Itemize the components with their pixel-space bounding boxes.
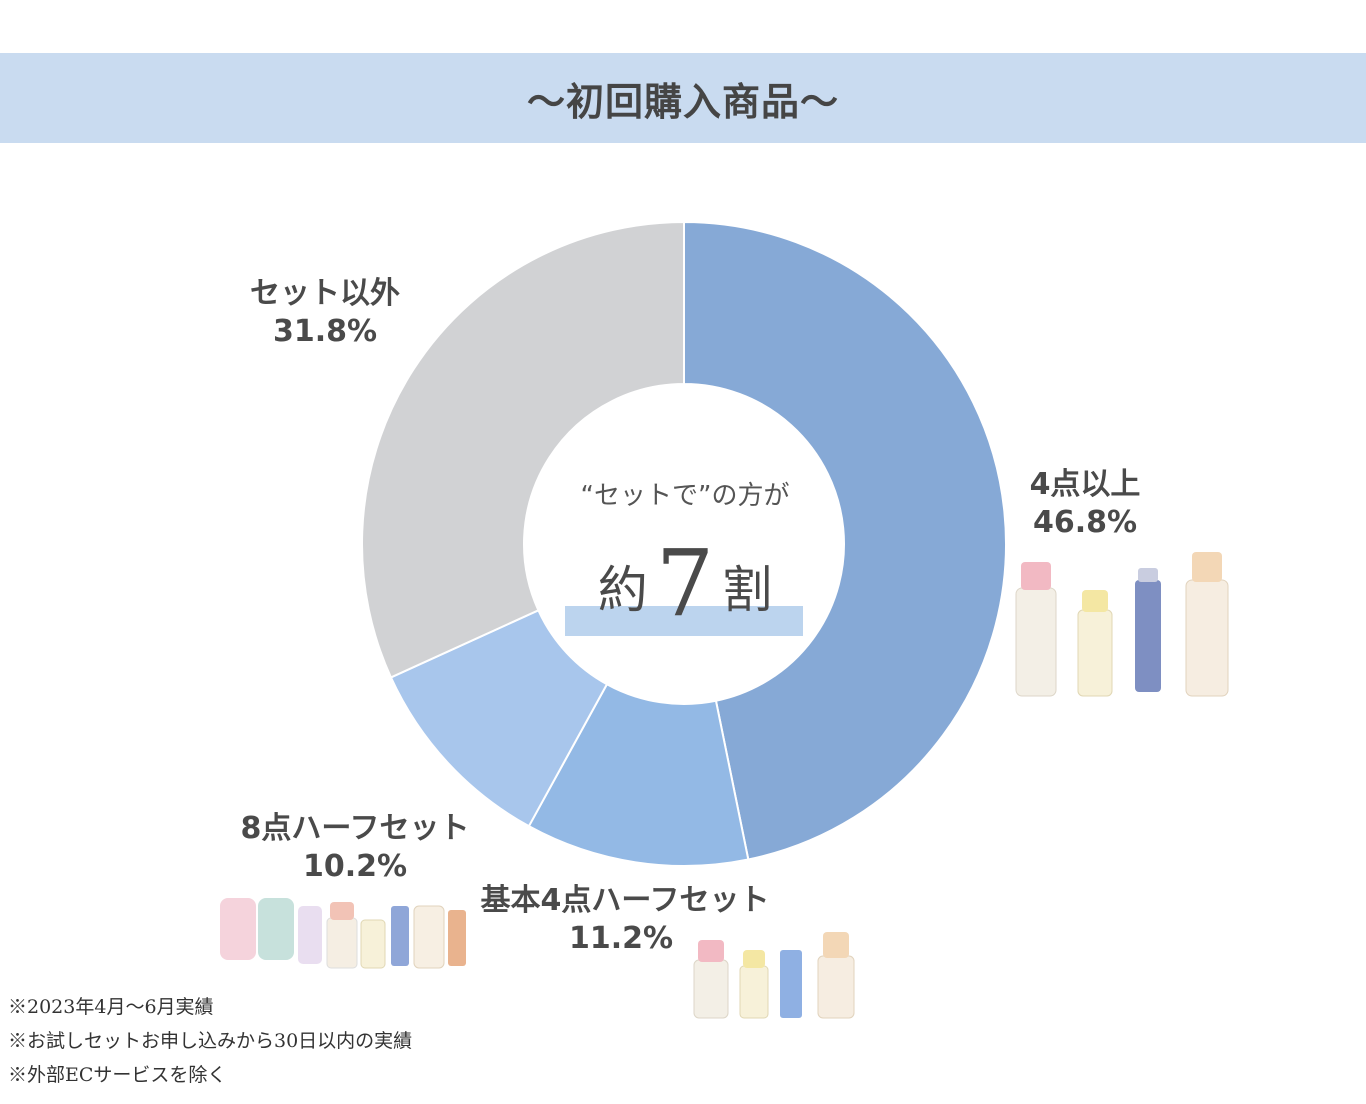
slice-value-other: 31.8% — [272, 313, 378, 349]
footnotes: ※2023年4月～6月実績 ※お試しセットお申し込みから30日以内の実績 ※外部… — [8, 990, 412, 1092]
slice-name-4pt: 4点以上 — [1029, 467, 1141, 502]
slice-basic-4pt-half — [527, 682, 750, 867]
slice-name-basic-4pt-half: 基本4点ハーフセット — [480, 883, 770, 918]
slice-value-8pt-half: 10.2% — [302, 848, 408, 884]
center-prefix: 約 — [597, 561, 648, 619]
center-highlight: 約 7 割 — [525, 530, 845, 637]
product-image-4pt — [1015, 552, 1229, 697]
center-suffix: 割 — [722, 561, 773, 619]
center-number: 7 — [655, 530, 715, 637]
footnote: ※2023年4月～6月実績 — [8, 996, 214, 1018]
slice-name-other: セット以外 — [250, 276, 400, 311]
slice-label-other: セット以外 31.8% — [225, 275, 425, 350]
slice-label-basic-4pt-half: 基本4点ハーフセット 11.2% — [470, 882, 780, 957]
highlight-bar — [565, 606, 803, 636]
page-title: ～初回購入商品～ — [526, 78, 839, 124]
slice-label-8pt-half: 8点ハーフセット 10.2% — [225, 810, 485, 885]
footnote: ※お試しセットお申し込みから30日以内の実績 — [8, 1030, 413, 1052]
slice-name-8pt-half: 8点ハーフセット — [240, 811, 470, 846]
product-image-8pt-half — [220, 898, 466, 969]
title-band: ～初回購入商品～ — [0, 53, 1366, 143]
slice-value-4pt: 46.8% — [1032, 504, 1138, 540]
slice-label-4pt: 4点以上 46.8% — [985, 466, 1185, 541]
footnote: ※外部ECサービスを除く — [8, 1064, 227, 1086]
center-caption: “セットで”の方が — [580, 481, 790, 511]
slice-other — [361, 220, 685, 679]
product-image-basic-4pt-half — [693, 932, 855, 1019]
slice-value-basic-4pt-half: 11.2% — [568, 920, 674, 956]
slice-4pt — [683, 220, 1007, 861]
